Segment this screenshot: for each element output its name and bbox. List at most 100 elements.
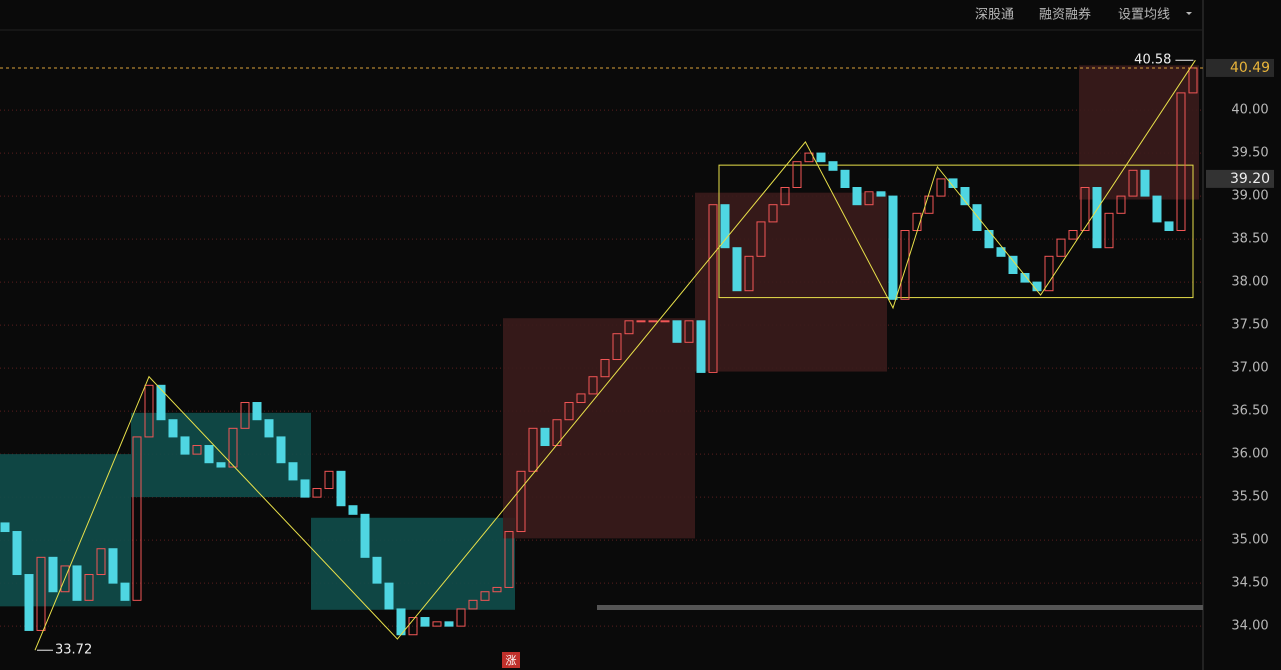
low-label: 33.72	[55, 643, 92, 658]
scroll-bar	[597, 605, 1203, 610]
candle-body	[864, 191, 874, 206]
y-tick-label: 35.00	[1231, 533, 1268, 548]
candle-body	[276, 436, 286, 464]
y-tick-label: 34.00	[1231, 619, 1268, 634]
candle-body	[456, 608, 466, 627]
candle-body	[576, 393, 586, 404]
y-tick-label: 36.50	[1231, 404, 1268, 419]
candle-body	[744, 255, 754, 292]
candle-body	[1176, 92, 1186, 232]
candle-body	[120, 582, 130, 601]
y-tick-label: 38.50	[1231, 232, 1268, 247]
y-tick-label: 39.00	[1231, 189, 1268, 204]
candle-body	[876, 191, 886, 197]
candle-body	[756, 221, 766, 257]
candle-body	[528, 427, 538, 472]
candle-body	[96, 548, 106, 576]
candle-body	[324, 470, 334, 490]
candle-body	[348, 505, 358, 515]
y-tick-label: 35.50	[1231, 490, 1268, 505]
candle-body	[780, 186, 790, 206]
candle-body	[684, 320, 694, 343]
candle-body	[144, 384, 154, 438]
zone	[311, 517, 515, 610]
candle-body	[1104, 212, 1114, 249]
candle-body	[72, 565, 82, 601]
candle-body	[948, 178, 958, 188]
y-tick-label: 39.50	[1231, 146, 1268, 161]
candle-body	[612, 333, 622, 361]
candle-body	[504, 531, 514, 588]
dropdown-icon	[1186, 12, 1192, 15]
candle-body	[180, 436, 190, 455]
candle-body	[636, 320, 646, 323]
marker-label: 39.20	[1230, 171, 1270, 187]
candle-body	[432, 621, 442, 627]
candle-body	[516, 470, 526, 533]
candle-body	[204, 445, 214, 464]
candle-body	[648, 320, 658, 323]
candle-body	[552, 419, 562, 447]
candle-body	[264, 419, 274, 438]
candle-body	[0, 522, 10, 533]
candle-body	[600, 359, 610, 378]
candle-body	[960, 186, 970, 206]
candle-body	[252, 402, 262, 421]
candle-body	[888, 195, 898, 300]
candle-body	[312, 488, 322, 498]
zone	[1079, 65, 1199, 200]
y-tick-label: 37.50	[1231, 318, 1268, 333]
candle-body	[12, 531, 22, 576]
candle-body	[156, 384, 166, 421]
candle-body	[564, 402, 574, 421]
zigzag-line	[34, 59, 1196, 651]
candle-body	[996, 247, 1006, 257]
candle-body	[732, 247, 742, 292]
candle-body	[384, 582, 394, 610]
candle-body	[1164, 221, 1174, 232]
candle-body	[1152, 195, 1162, 223]
candle-body	[972, 204, 982, 232]
candle-body	[492, 586, 502, 593]
y-tick-label: 38.00	[1231, 275, 1268, 290]
candle-body	[228, 427, 238, 468]
badge-bg	[502, 652, 520, 668]
toolbar-item[interactable]: 融资融券	[1039, 7, 1091, 23]
badge: 涨	[506, 654, 517, 667]
high-label: 40.58	[1134, 53, 1171, 68]
candle-body	[36, 556, 46, 631]
candle-body	[852, 186, 862, 206]
candle-body	[708, 204, 718, 373]
candle-body	[792, 161, 802, 188]
candle-body	[420, 617, 430, 627]
candle-body	[1080, 186, 1090, 232]
candle-body	[192, 445, 202, 455]
candle-body	[1020, 273, 1030, 283]
toolbar-item[interactable]: 设置均线	[1118, 8, 1170, 23]
candle-body	[624, 320, 634, 335]
candle-body	[984, 230, 994, 249]
candle-body	[588, 376, 598, 395]
candle-body	[768, 204, 778, 223]
candle-body	[336, 470, 346, 507]
candle-body	[480, 591, 490, 601]
candle-body	[1056, 238, 1066, 257]
candle-body	[408, 617, 418, 636]
candle-body	[1188, 67, 1198, 94]
last-price-box	[1206, 58, 1274, 77]
candle-body	[1068, 230, 1078, 240]
y-tick-label: 37.00	[1231, 361, 1268, 376]
candle-body	[48, 556, 58, 593]
toolbar-item[interactable]: 深股通	[975, 8, 1014, 23]
marker-box	[1206, 169, 1274, 188]
candle-body	[816, 152, 826, 163]
candle-body	[936, 178, 946, 197]
candle-body	[288, 462, 298, 481]
candle-body	[1092, 186, 1102, 249]
candle-body	[372, 556, 382, 584]
candle-body	[1140, 169, 1150, 197]
candle-body	[444, 621, 454, 627]
candle-body	[1128, 169, 1138, 197]
candle-body	[696, 320, 706, 373]
